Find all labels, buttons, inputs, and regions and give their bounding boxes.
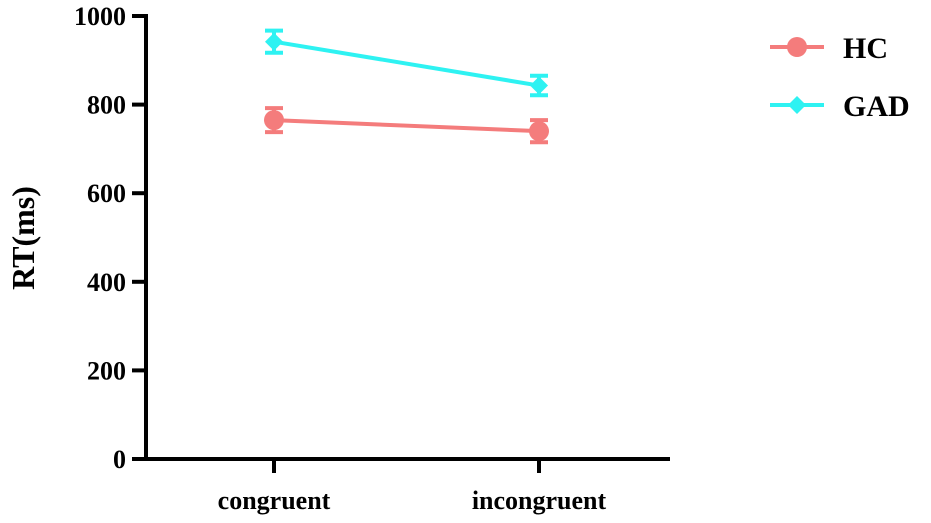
legend-item-gad: GAD xyxy=(770,90,910,123)
legend-marker xyxy=(787,37,807,57)
y-tick-label: 1000 xyxy=(74,2,126,31)
x-ticks: congruent incongruent xyxy=(218,459,607,515)
x-tick-label: congruent xyxy=(218,486,331,515)
legend-label: GAD xyxy=(843,90,910,123)
legend-label: HC xyxy=(843,32,888,65)
data-point xyxy=(265,32,283,51)
y-tick-label: 200 xyxy=(87,356,126,385)
series-line xyxy=(273,39,540,88)
y-tick-label: 400 xyxy=(87,268,126,297)
series-hc xyxy=(264,106,549,145)
y-ticks: 0 200 400 600 800 1000 xyxy=(74,2,146,474)
axes xyxy=(144,14,670,461)
data-point xyxy=(529,121,549,142)
y-tick-label: 0 xyxy=(113,445,126,474)
legend-marker xyxy=(788,96,806,114)
x-tick-label: incongruent xyxy=(472,486,607,515)
series-group xyxy=(264,28,549,145)
y-tick-label: 800 xyxy=(87,91,126,120)
data-point xyxy=(530,76,548,95)
y-axis-label: RT(ms) xyxy=(5,186,41,290)
legend-item-hc: HC xyxy=(770,32,888,65)
y-tick-label: 600 xyxy=(87,179,126,208)
data-point xyxy=(264,110,284,131)
series-gad xyxy=(265,28,548,98)
legend: HC GAD xyxy=(770,32,910,123)
series-line xyxy=(273,118,540,134)
